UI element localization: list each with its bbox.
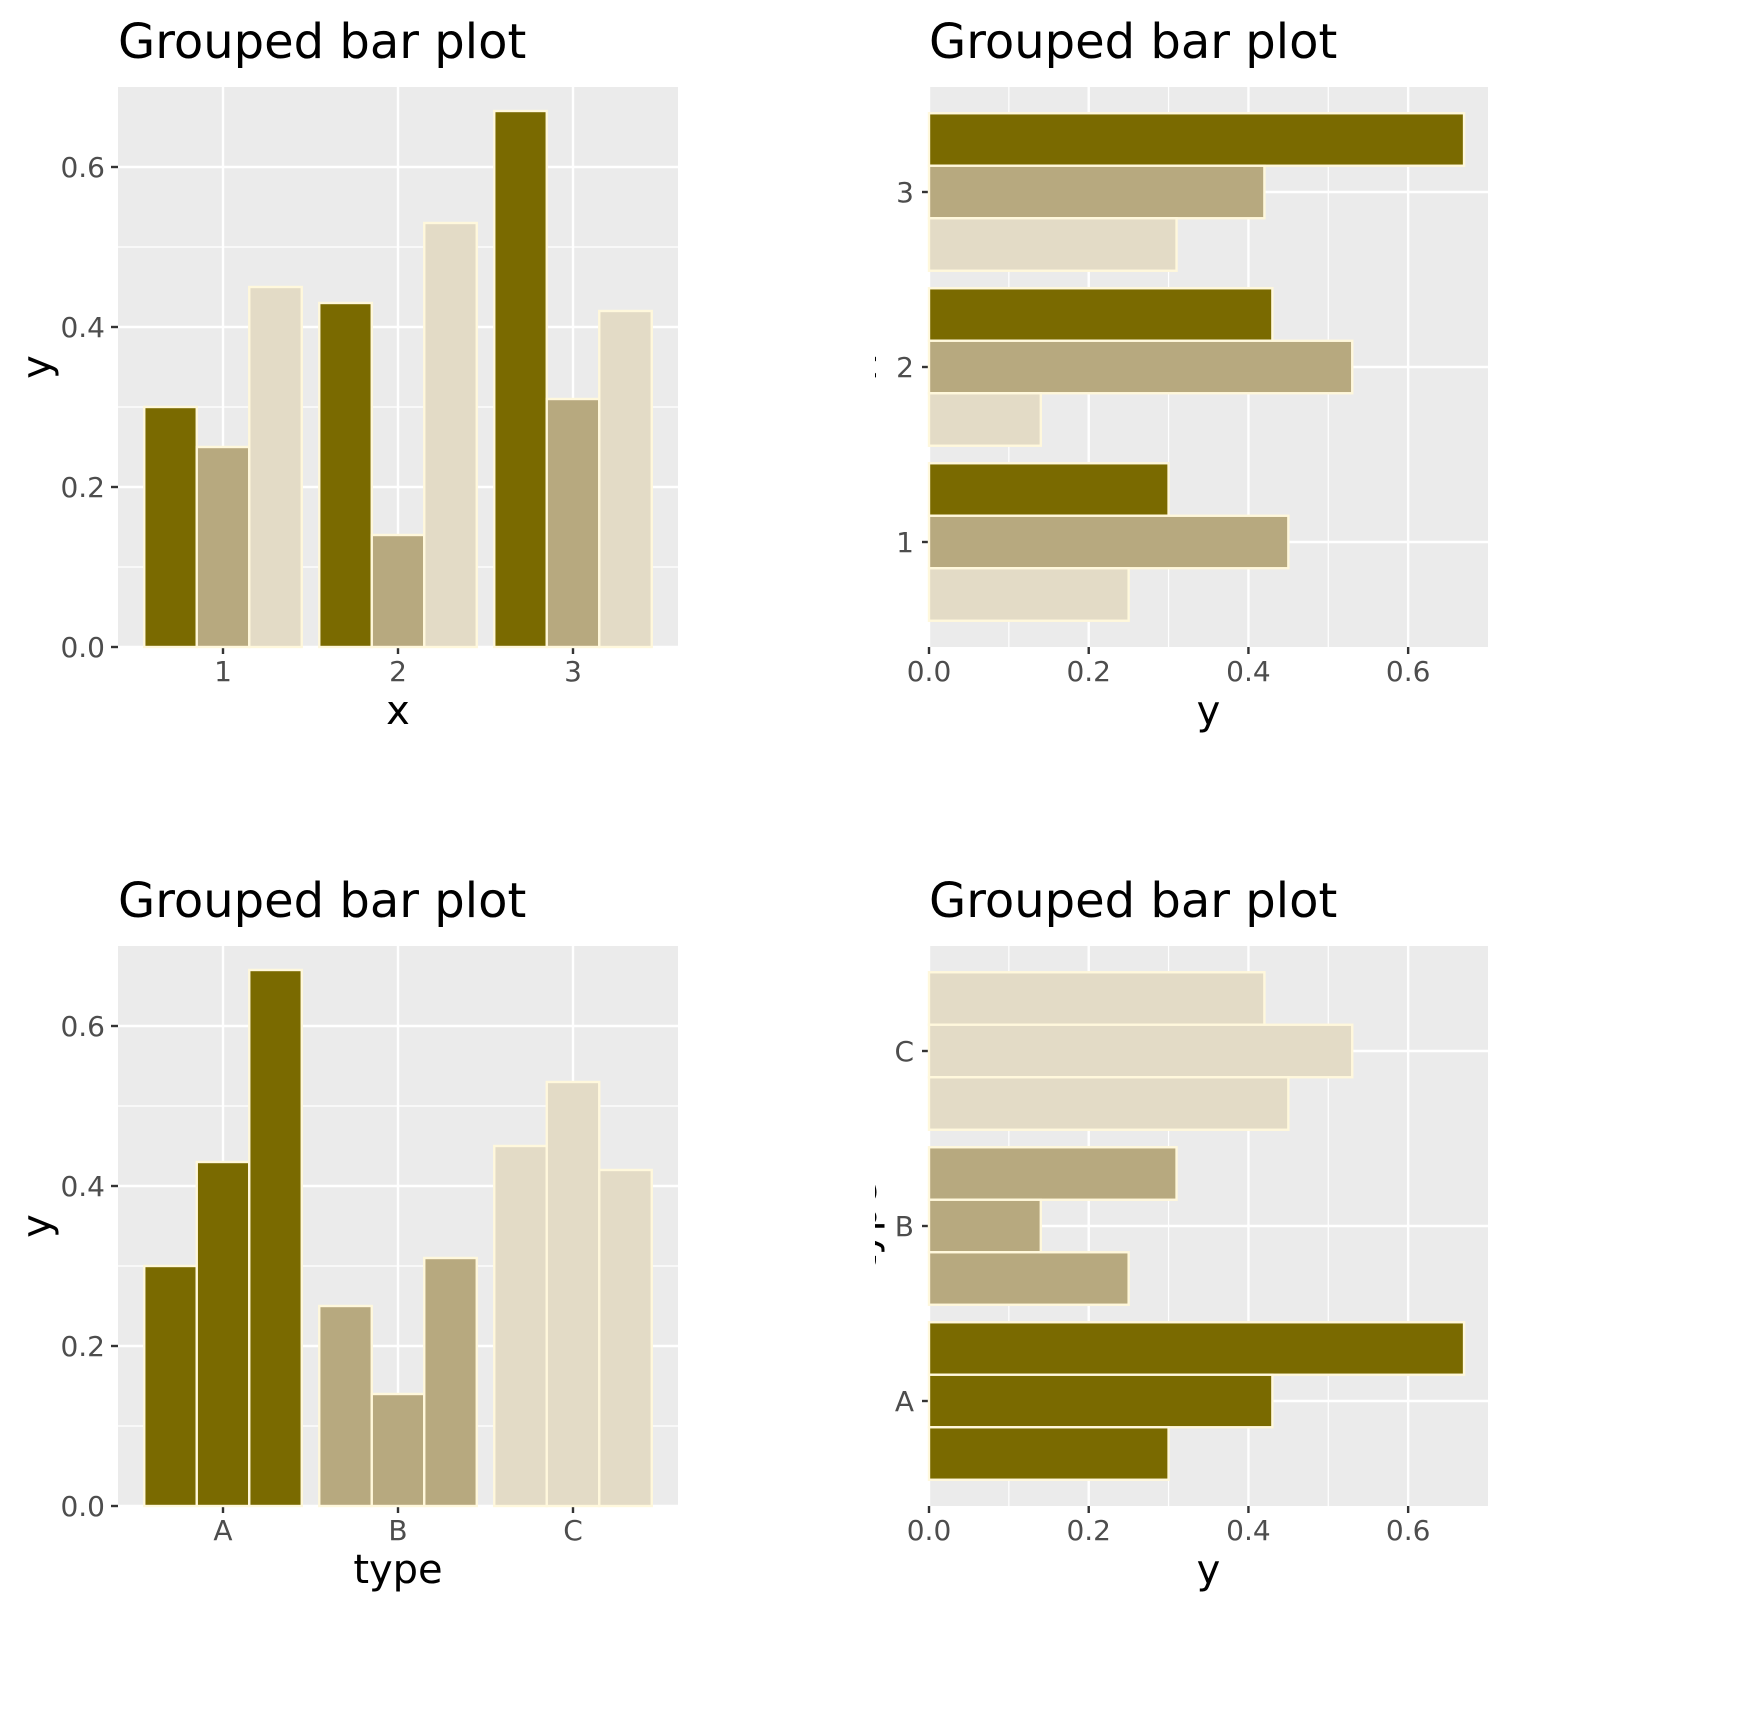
bar-1-1 (143, 405, 198, 649)
y-tick-label: B (895, 1210, 914, 1243)
y-tick-label: A (895, 1385, 914, 1418)
bar-A-1 (143, 1264, 198, 1508)
x-axis-title: type (353, 1547, 442, 1593)
chart-panel-type-vertical: 0.0 0.2 0.4 0.6 A B C Grouped bar plot type y (0, 859, 875, 1718)
x-tick-label: 0.6 (1386, 655, 1431, 688)
bar-3-3 (927, 217, 1178, 272)
y-axis-title: type (875, 1181, 886, 1270)
bar-A-2 (927, 1373, 1274, 1429)
bar-C-1 (927, 971, 1266, 1026)
y-tick-label: 0.4 (60, 1170, 105, 1203)
bar-2-2 (370, 533, 426, 649)
bar-A-2 (195, 1160, 251, 1508)
x-tick-label: 2 (389, 655, 407, 688)
x-tick-label: 0.4 (1226, 655, 1271, 688)
x-tick-label: C (563, 1514, 583, 1547)
bar-C-2 (927, 1023, 1354, 1079)
y-tick-label: 0.4 (60, 311, 105, 344)
x-tick-label: A (213, 1514, 232, 1547)
bar-C-3 (927, 1076, 1290, 1131)
bar-3-2 (927, 164, 1266, 220)
chart-svg: 0.0 0.2 0.4 0.6 A B C Grouped bar plot y type (875, 873, 1488, 1593)
y-axis-title: y (14, 355, 60, 379)
y-tick-label: 1 (896, 526, 914, 559)
bar-1-3 (248, 285, 303, 649)
bar-A-1 (927, 1321, 1466, 1376)
bar-B-3 (423, 1256, 478, 1508)
bar-B-1 (318, 1304, 373, 1508)
x-axis-title: y (1197, 688, 1221, 734)
chart-title: Grouped bar plot (929, 14, 1337, 70)
x-axis-title: x (386, 688, 410, 734)
bar-C-1 (493, 1144, 548, 1508)
y-tick-label: 0.2 (60, 471, 105, 504)
bar-B-2 (927, 1198, 1043, 1254)
y-tick-label: 0.6 (60, 151, 105, 184)
bar-1-1 (927, 462, 1170, 517)
chart-title: Grouped bar plot (118, 14, 526, 70)
chart-panel-x-vertical: 0.0 0.2 0.4 0.6 1 2 3 Grouped bar plot x y (0, 0, 875, 859)
y-tick-label: 0.0 (60, 631, 105, 664)
bar-3-2 (545, 397, 601, 649)
y-tick-label: 0.2 (60, 1330, 105, 1363)
y-tick-label: 2 (896, 351, 914, 384)
x-tick-label: 0.4 (1226, 1514, 1271, 1547)
x-tick-label: 0.2 (1066, 655, 1111, 688)
chart-title: Grouped bar plot (929, 873, 1337, 929)
x-axis-title: y (1197, 1547, 1221, 1593)
bar-2-3 (927, 392, 1043, 447)
x-tick-label: B (388, 1514, 407, 1547)
y-axis-title: x (875, 355, 886, 379)
bar-2-2 (927, 339, 1354, 395)
x-tick-label: 3 (564, 655, 582, 688)
y-tick-label: C (894, 1035, 914, 1068)
bar-2-1 (318, 301, 373, 649)
x-tick-label: 0.2 (1066, 1514, 1111, 1547)
chart-svg: 0.0 0.2 0.4 0.6 1 2 3 Grouped bar plot y x (875, 14, 1488, 734)
bar-1-3 (927, 567, 1130, 622)
bar-3-1 (493, 109, 548, 649)
chart-panel-type-horizontal: 0.0 0.2 0.4 0.6 A B C Grouped bar plot y type (875, 859, 1750, 1718)
bar-B-1 (927, 1146, 1178, 1201)
bar-C-2 (545, 1080, 601, 1508)
bar-A-3 (248, 968, 303, 1508)
chart-svg: 0.0 0.2 0.4 0.6 A B C Grouped bar plot type y (14, 873, 678, 1593)
bar-2-3 (423, 221, 478, 649)
chart-title: Grouped bar plot (118, 873, 526, 929)
bar-B-3 (927, 1251, 1130, 1306)
y-tick-label: 3 (896, 176, 914, 209)
x-tick-label: 0.0 (907, 1514, 952, 1547)
chart-svg: 0.0 0.2 0.4 0.6 1 2 3 Grouped bar plot x y (14, 14, 678, 734)
bar-C-3 (598, 1168, 653, 1508)
bar-1-2 (195, 445, 251, 649)
x-tick-label: 0.0 (907, 655, 952, 688)
bar-A-3 (927, 1426, 1170, 1481)
x-tick-label: 1 (214, 655, 232, 688)
y-tick-label: 0.6 (60, 1010, 105, 1043)
x-tick-label: 0.6 (1386, 1514, 1431, 1547)
y-axis-title: y (14, 1214, 60, 1238)
y-tick-label: 0.0 (60, 1490, 105, 1523)
bar-3-3 (598, 309, 653, 649)
bar-3-1 (927, 112, 1466, 167)
bar-2-1 (927, 287, 1274, 342)
chart-panel-x-horizontal: 0.0 0.2 0.4 0.6 1 2 3 Grouped bar plot y x (875, 0, 1750, 859)
bar-1-2 (927, 514, 1290, 570)
bar-B-2 (370, 1392, 426, 1508)
